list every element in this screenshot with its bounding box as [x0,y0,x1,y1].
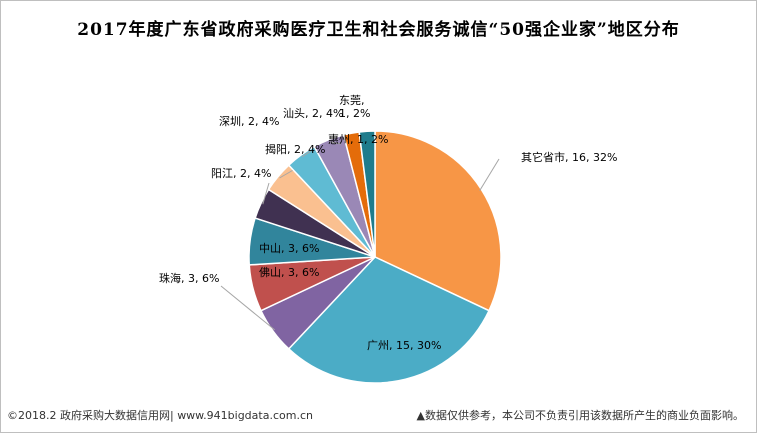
slice-label-1: 其它省市, 16, 32% [521,150,617,164]
slice-label-11: 东莞, 1, 2% [339,94,370,120]
pie-slice-11 [358,130,376,258]
slice-label-4: 佛山, 3, 6% [259,266,319,279]
footer-disclaimer: ▲数据仅供参考，本公司不负责引用该数据所产生的商业负面影响。 [416,409,744,422]
leader-line-1 [479,158,500,191]
leader-line-9 [329,141,342,145]
pie-slice-1 [374,130,502,312]
chart-title: 2017年度广东省政府采购医疗卫生和社会服务诚信“50强企业家”地区分布 [77,20,680,40]
slice-label-8: 深圳, 2, 4% [219,115,279,128]
leader-line-8 [301,150,312,158]
slice-label-10: 惠州, 1, 2% [328,132,388,146]
footer-copyright: ©2018.2 政府采购大数据信用网| www.941bigdata.com.c… [7,409,313,422]
slice-label-3: 珠海, 3, 6% [159,271,219,285]
slice-label-7: 揭阳, 2, 4% [265,142,325,156]
slice-label-9: 汕头, 2, 4% [283,107,343,120]
pie-slice-2 [287,256,491,384]
leader-line-6 [262,182,270,205]
slice-label-6: 阳江, 2, 4% [211,167,271,180]
slice-label-2: 广州, 15, 30% [367,339,441,352]
leader-line-7 [279,168,296,179]
slice-label-5: 中山, 3, 6% [259,242,319,255]
leader-line-3 [220,285,276,331]
